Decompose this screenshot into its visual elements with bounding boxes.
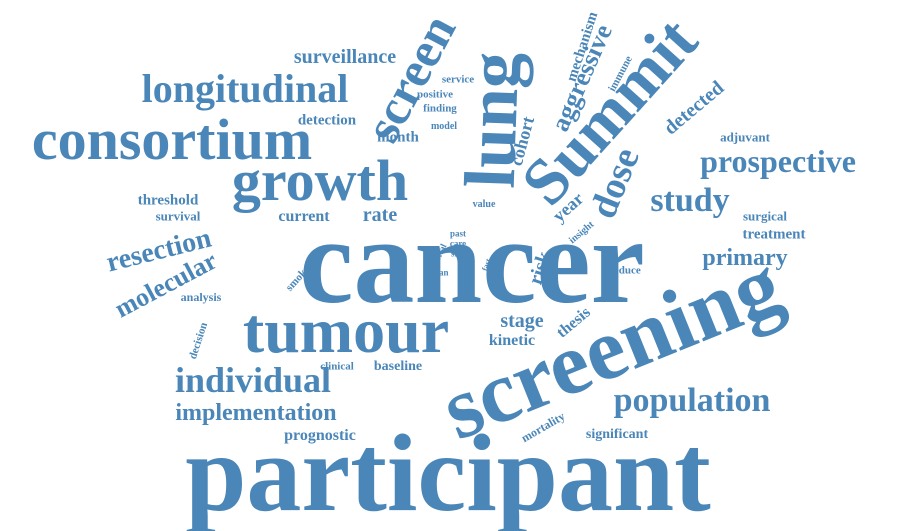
cloud-word: care <box>449 238 467 249</box>
cloud-word: surgical <box>742 208 788 224</box>
cloud-word: clinical <box>320 360 354 373</box>
cloud-word: population <box>613 382 771 419</box>
cloud-word: study <box>650 182 730 219</box>
cloud-word: surveillance <box>293 46 397 68</box>
cloud-word: model <box>430 121 458 132</box>
cloud-word: kinetic <box>488 332 536 349</box>
cloud-word: finding <box>423 102 457 115</box>
cloud-word: analysis <box>180 290 222 304</box>
cloud-word: implementation <box>175 400 337 426</box>
cloud-word: growth <box>231 148 409 213</box>
cloud-word: adjuvant <box>720 129 770 145</box>
cloud-word: threshold <box>137 192 199 209</box>
cloud-word: positive <box>416 88 454 101</box>
cloud-word: consortium <box>31 107 313 172</box>
cloud-word: significant <box>585 427 649 442</box>
cloud-word: individual <box>174 360 332 400</box>
cloud-word: cancer <box>299 194 645 329</box>
cloud-word: primary <box>702 245 788 271</box>
cloud-word: decision <box>186 320 211 361</box>
cloud-word: survival <box>155 208 201 224</box>
cloud-word: stage <box>500 310 544 332</box>
cloud-word: rate <box>362 204 398 226</box>
cloud-word: detection <box>297 112 357 129</box>
cloud-word: scan <box>431 267 449 278</box>
cloud-word: prospective <box>700 143 856 179</box>
cloud-word: baseline <box>373 359 423 374</box>
cloud-word: current <box>278 208 330 225</box>
cloud-word: longitudinal <box>141 66 349 111</box>
cloud-word: past <box>449 228 467 239</box>
cloud-word: participant <box>185 412 711 531</box>
cloud-word: service <box>441 73 475 86</box>
cloud-word: month <box>377 129 419 146</box>
cloud-word: tumour <box>242 295 450 366</box>
cloud-word: size <box>451 248 465 259</box>
cloud-word: reduce <box>609 264 641 277</box>
cloud-word: value <box>472 199 496 210</box>
cloud-word: treatment <box>742 226 806 243</box>
cloud-word: prognostic <box>284 427 356 444</box>
